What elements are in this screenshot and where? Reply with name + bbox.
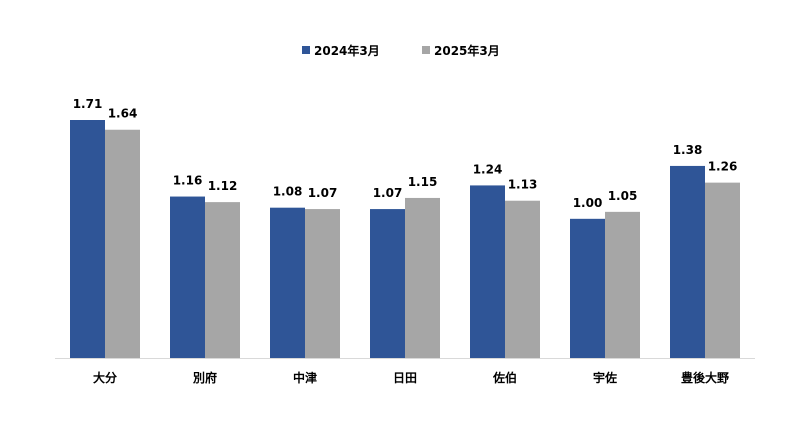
data-label-series1-2: 1.08 bbox=[273, 185, 303, 199]
legend: 2024年3月 2025年3月 bbox=[302, 43, 500, 58]
data-label-series2-2: 1.07 bbox=[308, 186, 338, 200]
bar-series2-4 bbox=[505, 200, 540, 358]
data-label-series1-3: 1.07 bbox=[373, 186, 403, 200]
bar-series2-5 bbox=[605, 211, 640, 358]
bar-series1-3 bbox=[370, 209, 405, 358]
data-label-series2-5: 1.05 bbox=[608, 189, 638, 203]
bar-series1-5 bbox=[570, 218, 605, 358]
data-label-series1-5: 1.00 bbox=[573, 196, 603, 210]
bar-series1-0 bbox=[70, 120, 105, 358]
data-label-series1-6: 1.38 bbox=[673, 143, 703, 157]
bar-series1-4 bbox=[470, 185, 505, 358]
bar-series1-2 bbox=[270, 207, 305, 358]
bar-series2-0 bbox=[105, 129, 140, 358]
data-label-series1-1: 1.16 bbox=[173, 174, 203, 188]
bar-series2-2 bbox=[305, 209, 340, 358]
data-label-series1-0: 1.71 bbox=[73, 97, 103, 111]
x-axis-tick-labels: 大分 別府 中津 日田 佐伯 宇佐 豊後大野 bbox=[93, 370, 729, 385]
data-label-series2-6: 1.26 bbox=[708, 160, 738, 174]
x-tick-label-1: 別府 bbox=[192, 370, 217, 385]
legend-label-2: 2025年3月 bbox=[434, 43, 500, 58]
x-tick-label-3: 日田 bbox=[393, 371, 417, 385]
data-label-series1-4: 1.24 bbox=[473, 162, 503, 176]
bar-series2-1 bbox=[205, 202, 240, 358]
bar-series1-1 bbox=[170, 196, 205, 358]
legend-label-1: 2024年3月 bbox=[314, 43, 380, 58]
bar-series2-6 bbox=[705, 182, 740, 358]
x-tick-label-6: 豊後大野 bbox=[681, 370, 729, 385]
x-tick-label-2: 中津 bbox=[293, 370, 317, 385]
data-label-series2-1: 1.12 bbox=[208, 179, 238, 193]
value-labels: 1.71 1.64 1.16 1.12 1.08 1.07 1.07 1.15 1.24 1.13… bbox=[73, 97, 738, 210]
bar-series2-3 bbox=[405, 197, 440, 358]
data-label-series2-4: 1.13 bbox=[508, 178, 538, 192]
legend-swatch-2 bbox=[422, 46, 430, 54]
data-label-series2-0: 1.64 bbox=[108, 107, 138, 121]
x-tick-label-0: 大分 bbox=[93, 370, 117, 385]
x-tick-label-5: 宇佐 bbox=[593, 370, 617, 385]
bars bbox=[70, 120, 740, 358]
bar-series1-6 bbox=[670, 165, 705, 358]
legend-swatch-1 bbox=[302, 46, 310, 54]
data-label-series2-3: 1.15 bbox=[408, 175, 438, 189]
x-tick-label-4: 佐伯 bbox=[492, 370, 517, 385]
